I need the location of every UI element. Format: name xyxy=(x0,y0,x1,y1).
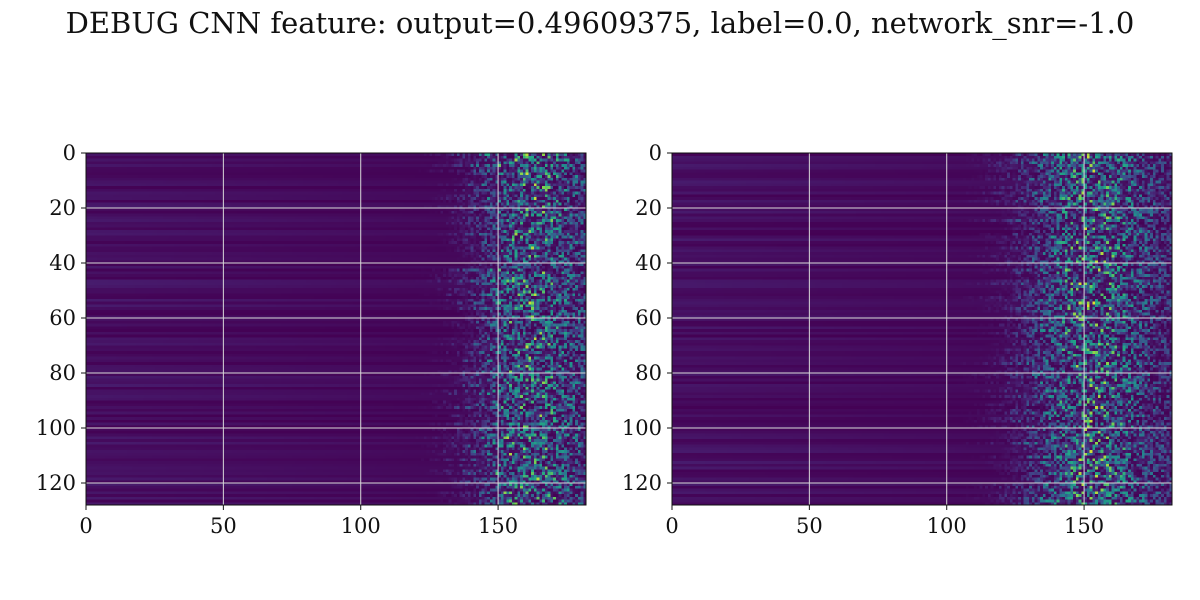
heatmap-left-panel: 0 50 100 150 0 20 40 60 80 100 120 xyxy=(36,141,587,538)
y-tick-label: 20 xyxy=(635,196,662,220)
y-tick-label: 100 xyxy=(36,416,76,440)
heatmap-right-panel: 0 50 100 150 0 20 40 60 80 100 120 xyxy=(622,141,1173,538)
axes-frame xyxy=(85,152,587,506)
axes-frame xyxy=(671,152,1173,506)
y-tick-label: 60 xyxy=(49,306,76,330)
y-tick-label: 120 xyxy=(36,471,76,495)
y-tick-label: 60 xyxy=(635,306,662,330)
x-tick-label: 50 xyxy=(210,514,237,538)
x-tick-label: 100 xyxy=(927,514,967,538)
x-tick-label: 0 xyxy=(665,514,678,538)
x-tick-label: 50 xyxy=(796,514,823,538)
figure-title: DEBUG CNN feature: output=0.49609375, la… xyxy=(65,6,1135,40)
x-tick-label: 100 xyxy=(341,514,381,538)
y-tick-label: 120 xyxy=(622,471,662,495)
y-tick-label: 80 xyxy=(49,361,76,385)
y-tick-label: 0 xyxy=(63,141,76,165)
y-tick-label: 100 xyxy=(622,416,662,440)
x-tick-label: 150 xyxy=(478,514,518,538)
y-tick-label: 20 xyxy=(49,196,76,220)
heatmap-image xyxy=(86,153,586,505)
y-tick-label: 0 xyxy=(649,141,662,165)
y-tick-label: 40 xyxy=(49,251,76,275)
y-tick-label: 40 xyxy=(635,251,662,275)
heatmap-image xyxy=(672,153,1172,505)
x-tick-label: 150 xyxy=(1064,514,1104,538)
x-tick-label: 0 xyxy=(79,514,92,538)
y-tick-label: 80 xyxy=(635,361,662,385)
